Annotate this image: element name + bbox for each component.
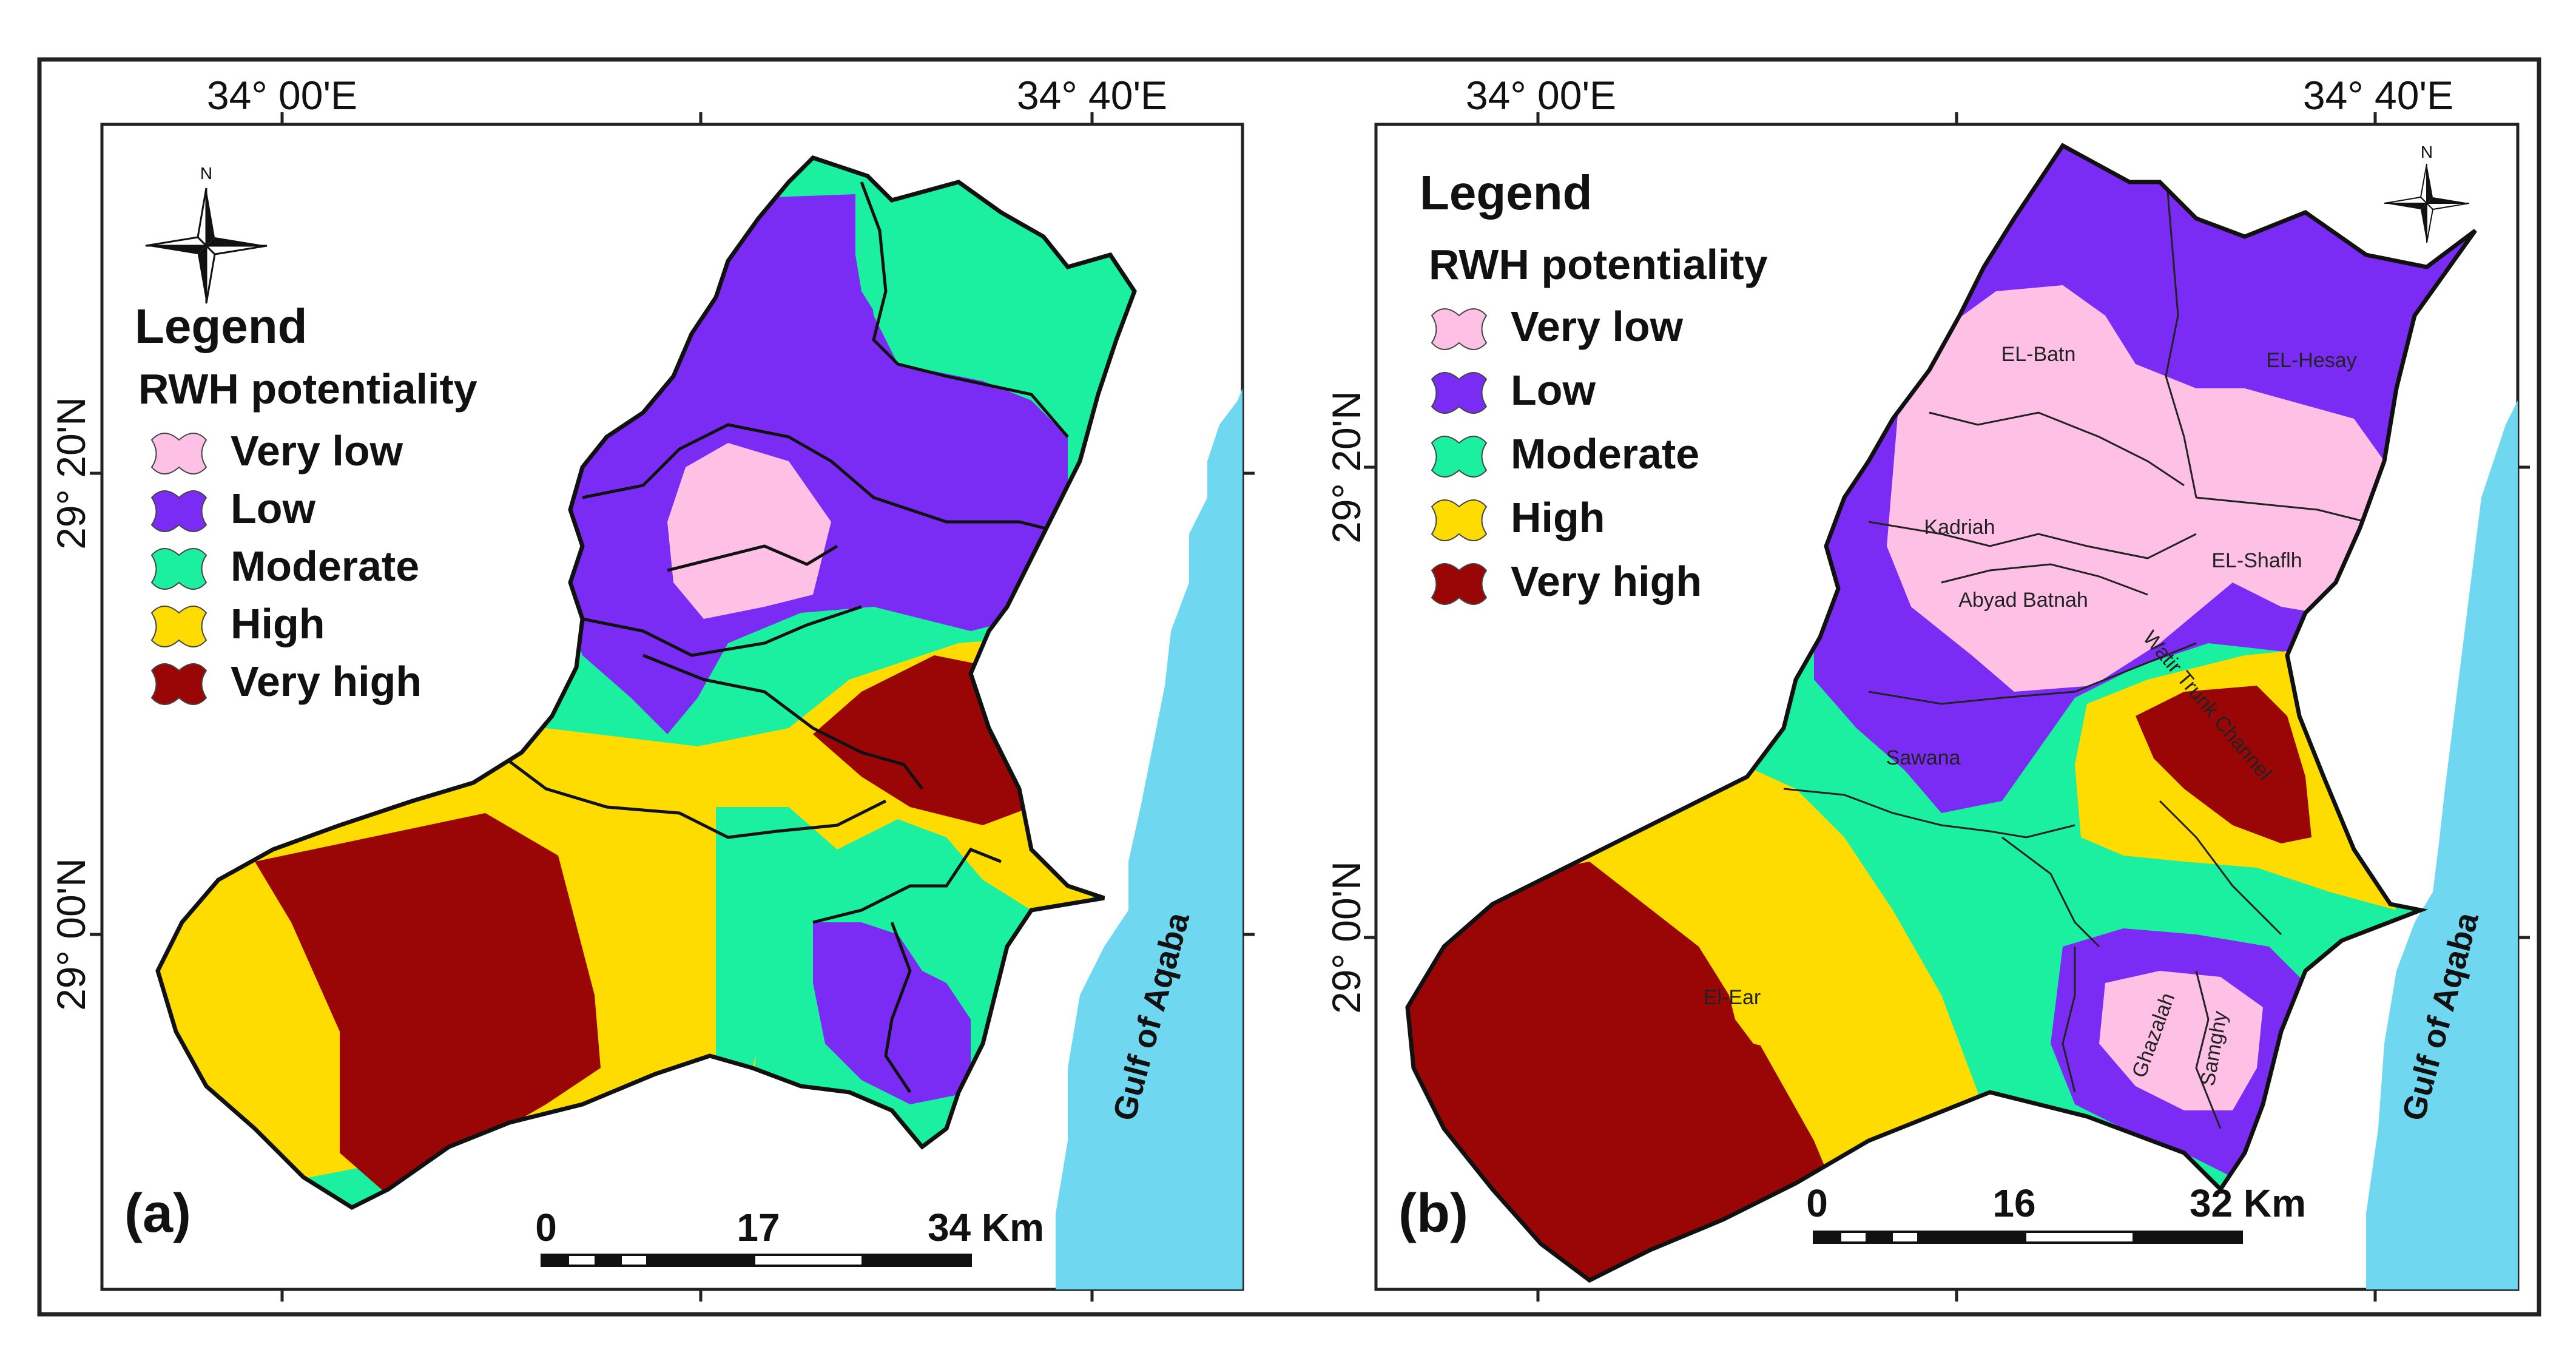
outer-frame: [37, 57, 2541, 1317]
panel-a-scale-0: 0: [535, 1206, 557, 1249]
panel-a-lat-bottom: 29° 00'N: [49, 858, 93, 1011]
legend-label-moderate: Moderate: [231, 542, 419, 590]
basin-label-sawana: Sawana: [1886, 746, 1961, 769]
panel-a-sea-shape: [1056, 388, 1242, 1289]
panel-b: 34° 00'E 34° 40'E 29° 20'N 29° 00'N Gulf…: [1324, 73, 2530, 1302]
panel-b-lat-top: 29° 20'N: [1324, 391, 1369, 544]
panel-a-north-arrow-icon: N: [145, 164, 268, 304]
panel-a-basin-outline: [155, 155, 1137, 1211]
legend-title: Legend: [1420, 166, 1592, 220]
panel-b-letter: (b): [1398, 1183, 1468, 1244]
legend-swatch-very-low: [1431, 308, 1488, 350]
panel-a-scale-1: 17: [737, 1206, 780, 1249]
panel-b-lon-right: 34° 40'E: [2303, 73, 2453, 118]
basin-label-el-hesay: EL-Hesay: [2266, 349, 2356, 372]
legend-label-very-high: Very high: [231, 658, 422, 705]
legend-label-high: High: [1511, 494, 1605, 541]
basin-label-el-ear: El-Ear: [1704, 986, 1761, 1009]
panel-b-scale-1: 16: [1992, 1181, 2035, 1225]
legend-label-low: Low: [1511, 366, 1596, 414]
legend-swatch-very-high: [150, 663, 207, 705]
legend-label-very-low: Very low: [231, 427, 403, 474]
panel-b-lon-left: 34° 00'E: [1466, 73, 1616, 118]
panel-b-scale-bar: 0 16 32 Km: [1806, 1181, 2306, 1244]
legend-title: Legend: [135, 299, 307, 353]
legend-subtitle: RWH potentiality: [138, 365, 477, 413]
panel-b-sea-shape: [2366, 400, 2518, 1289]
legend-swatch-low: [150, 490, 207, 532]
legend-swatch-high: [1431, 499, 1488, 541]
basin-label-el-shaflh: EL-Shaflh: [2211, 549, 2302, 572]
panel-b-scale-0: 0: [1806, 1181, 1828, 1225]
panel-a-lon-left: 34° 00'E: [207, 73, 357, 118]
legend-label-very-low: Very low: [1511, 303, 1684, 350]
panel-b-basin-outline: [1405, 143, 2477, 1283]
panel-a-legend: Legend RWH potentiality Very low Low Moder…: [135, 299, 477, 705]
panel-a-scale-2: 34 Km: [928, 1206, 1044, 1249]
panel-a-letter: (a): [124, 1183, 191, 1244]
legend-swatch-very-high: [1431, 563, 1488, 605]
legend-label-very-high: Very high: [1511, 558, 1702, 605]
legend-subtitle: RWH potentiality: [1429, 241, 1768, 288]
legend-swatch-moderate: [150, 548, 207, 590]
panel-b-scale-2: 32 Km: [2190, 1181, 2306, 1225]
legend-label-low: Low: [231, 485, 316, 532]
panel-a-lon-right: 34° 40'E: [1017, 73, 1167, 118]
panel-b-legend: Legend RWH potentiality Very low Low Moder…: [1420, 166, 1768, 605]
legend-label-moderate: Moderate: [1511, 430, 1699, 478]
panel-b-north-arrow-icon: N: [2384, 143, 2470, 243]
legend-label-high: High: [231, 600, 325, 647]
panel-a-north-label: N: [200, 164, 212, 183]
basin-label-kadriah: Kadriah: [1924, 516, 1995, 539]
legend-swatch-moderate: [1431, 436, 1488, 478]
basin-label-abyad-batnah: Abyad Batnah: [1958, 589, 2088, 612]
legend-swatch-high: [150, 606, 207, 647]
panel-b-lat-bottom: 29° 00'N: [1324, 861, 1369, 1014]
panel-a: 34° 00'E 34° 40'E 29° 20'N 29° 00'N Gulf…: [49, 73, 1255, 1302]
panel-b-north-label: N: [2421, 143, 2433, 161]
panel-a-lat-top: 29° 20'N: [49, 397, 93, 550]
legend-swatch-low: [1431, 372, 1488, 414]
panel-a-scale-bar: 0 17 34 Km: [535, 1206, 1044, 1267]
basin-label-el-batn: EL-Batn: [2001, 343, 2076, 366]
legend-swatch-very-low: [150, 433, 207, 474]
